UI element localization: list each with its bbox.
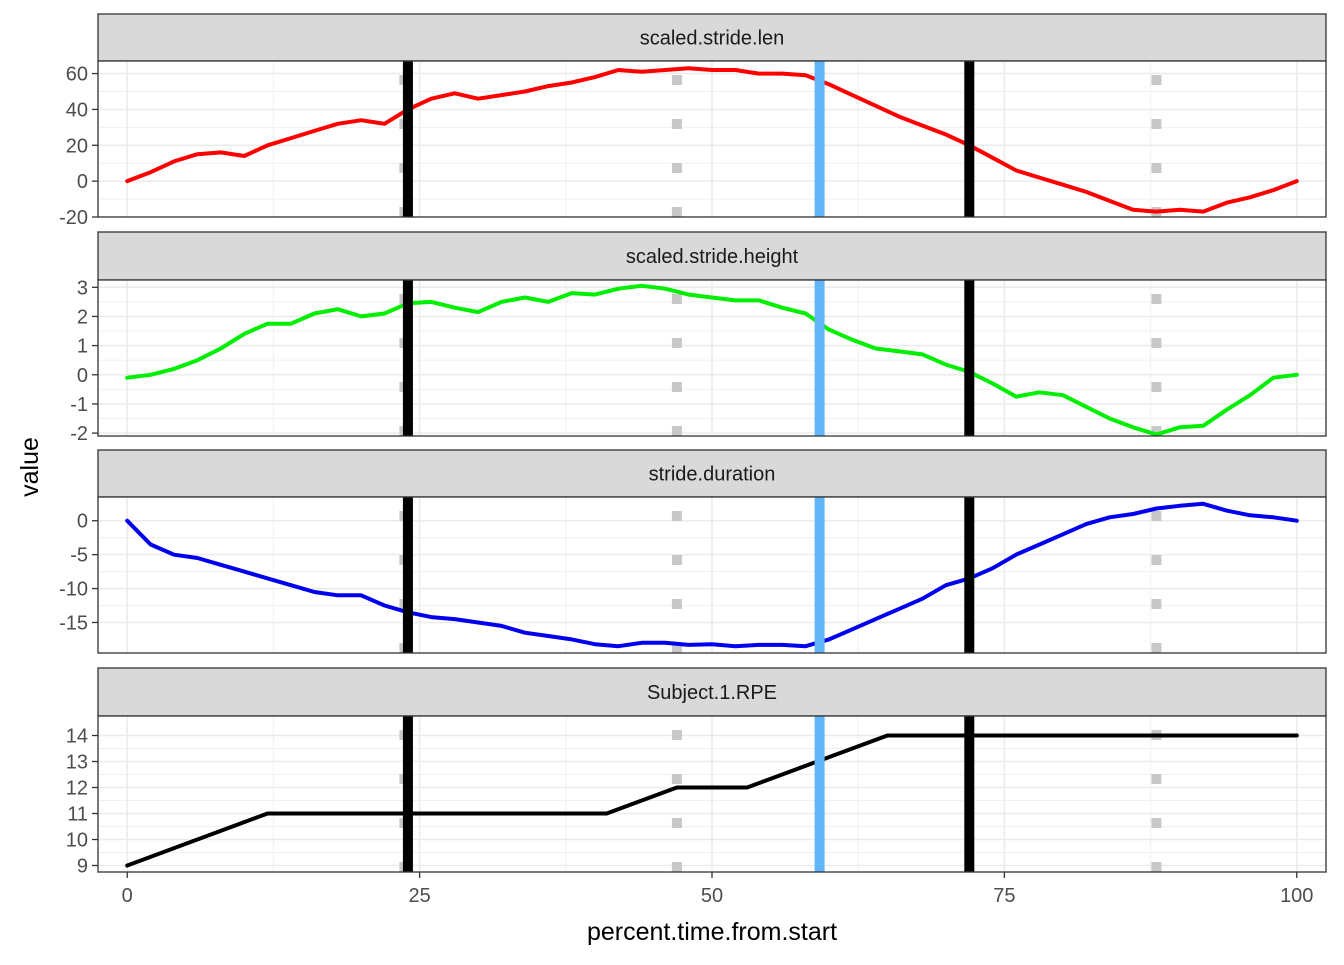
y-tick-label: -5 [70,545,88,567]
y-tick-label: 14 [66,726,88,748]
facet-2: scaled.stride.height -2 -1 0 1 2 3 [70,231,1327,445]
x-axis-title: percent.time.from.start [587,918,837,946]
x-tick-label: 0 [122,885,133,907]
x-tick-label: 75 [993,885,1015,907]
series-line [125,66,1299,214]
y-tick-label: 2 [77,306,88,328]
y-tick-label: 60 [66,64,88,86]
y-tick-label: -15 [59,612,88,634]
panel-border [97,279,1327,437]
y-tick-label: 0 [77,365,88,387]
panel-border [97,496,1327,654]
y-tick-label: 13 [66,752,88,774]
series-line [125,733,1299,868]
y-tick-label: -2 [70,423,88,445]
y-tick-label: 0 [77,511,88,533]
y-tick-label: -20 [59,207,88,229]
facet-strip-label: scaled.stride.height [626,246,799,268]
y-tick-label: 1 [77,336,88,358]
series-line [125,501,1299,649]
y-tick-label: -10 [59,579,88,601]
y-tick-label: 3 [77,277,88,299]
facet-strip-label: scaled.stride.len [640,28,785,50]
facet-3: stride.duration -15 -10 -5 0 [59,449,1327,654]
y-tick-label: 40 [66,99,88,121]
panel-border [97,60,1327,218]
y-tick-label: 9 [77,856,88,878]
facet-strip [97,667,1327,717]
y-tick-label: 10 [66,830,88,852]
y-tick-label: 12 [66,778,88,800]
y-axis-title: value [16,437,44,497]
y-tick-label: 0 [77,171,88,193]
y-tick-label: 20 [66,135,88,157]
x-tick-label: 25 [408,885,430,907]
facet-strip-label: Subject.1.RPE [647,682,777,704]
x-tick-label: 100 [1280,885,1313,907]
facet-4: Subject.1.RPE 9 10 11 12 13 14 [66,667,1327,878]
panel-grid [98,61,1326,217]
facet-strip-label: stride.duration [649,464,776,486]
series-line [125,283,1299,436]
facet-1: scaled.stride.len -20 0 20 40 60 [59,13,1327,229]
facet-strip [97,13,1327,62]
y-tick-label: 11 [67,804,88,826]
x-tick-label: 50 [701,885,723,907]
facet-strip [97,449,1327,498]
y-tick-label: -1 [70,394,88,416]
